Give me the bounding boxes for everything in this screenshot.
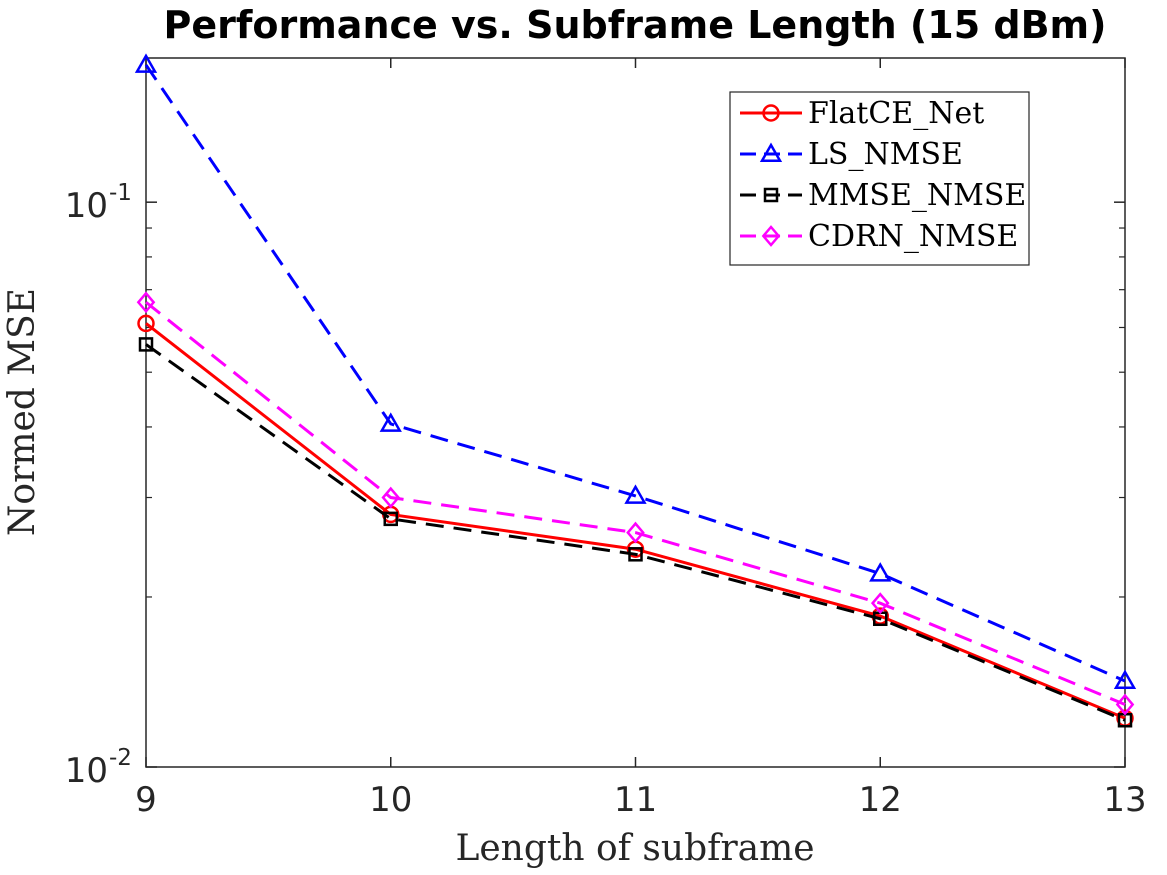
series-line (145, 343, 1126, 722)
series-line (144, 64, 1126, 683)
marker-diamond (761, 225, 781, 247)
marker-circle (762, 104, 780, 122)
y-tick-label: 10 -2 (65, 745, 132, 791)
x-tick-label: 12 (859, 780, 902, 820)
legend-entry: LS_NMSE (740, 137, 963, 172)
marker-triangle (134, 53, 158, 73)
legend-label: MMSE_NMSE (808, 178, 1026, 213)
x-tick-label: 13 (1103, 780, 1146, 820)
y-axis-label: Normed MSE (2, 288, 43, 536)
legend-label: CDRN_NMSE (808, 219, 1018, 254)
x-tick-label: 11 (614, 780, 657, 820)
series-ls-nmse (134, 53, 1137, 689)
legend-entry: MMSE_NMSE (740, 178, 1026, 213)
legend-label: LS_NMSE (808, 137, 963, 172)
marker-diamond (136, 291, 156, 314)
marker-triangle (869, 562, 892, 582)
marker-square (383, 511, 398, 527)
series-line (145, 301, 1126, 706)
x-tick-label: 9 (135, 780, 157, 820)
legend-entry: FlatCE_Net (740, 96, 984, 131)
x-tick-label: 10 (369, 780, 412, 820)
marker-triangle (379, 412, 402, 432)
legend: FlatCE_Net LS_NMSE MMSE_NMSE CDRN_NMSE (729, 91, 1030, 266)
marker-triangle (759, 142, 783, 162)
series-cdrn-nmse (136, 291, 1135, 716)
marker-diamond (381, 486, 401, 509)
marker-square (138, 337, 154, 352)
marker-square (628, 547, 643, 562)
legend-entry: CDRN_NMSE (740, 219, 1018, 254)
marker-triangle (1113, 669, 1137, 689)
marker-circle (137, 314, 155, 333)
marker-triangle (624, 484, 647, 504)
marker-diamond (870, 592, 890, 615)
series-mmse-nmse (138, 337, 1133, 728)
marker-diamond (1115, 693, 1135, 716)
legend-label: FlatCE_Net (808, 96, 984, 131)
y-tick-exponent: -1 (109, 180, 132, 206)
y-tick-exponent: -2 (109, 745, 132, 771)
marker-diamond (626, 521, 645, 544)
series-layer (134, 53, 1137, 728)
y-tick-label: 10 -1 (65, 180, 132, 226)
y-tick-base: 10 (65, 186, 108, 226)
x-axis-label: Length of subframe (455, 828, 814, 869)
marker-square (763, 187, 779, 203)
chart-title: Performance vs. Subframe Length (15 dBm) (163, 3, 1106, 47)
y-tick-base: 10 (65, 751, 108, 791)
